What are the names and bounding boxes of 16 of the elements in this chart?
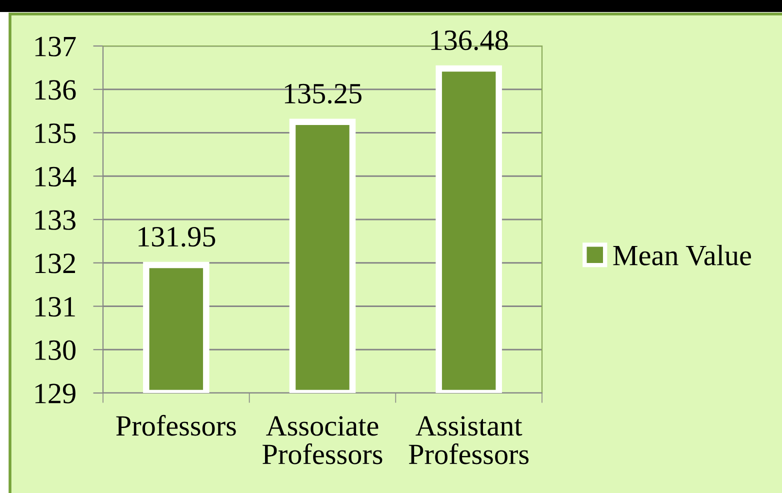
y-tick-label: 136	[35, 80, 76, 100]
y-tick-label: 132	[35, 254, 75, 274]
y-tick-label: 129	[35, 384, 76, 404]
y-tick-label: 131	[35, 297, 75, 317]
y-tick-label: 133	[35, 210, 76, 230]
y-tick-label: 134	[35, 166, 76, 187]
y-tick-label: 130	[35, 340, 76, 360]
y-tick-label: 137	[35, 36, 76, 56]
y-tick-label: 135	[35, 124, 76, 144]
legend-label: Mean Value	[613, 244, 751, 266]
data-label: 136.48	[431, 30, 508, 50]
x-tick-label: Assistant Professors	[408, 416, 529, 464]
x-tick-label: Professors	[116, 414, 236, 436]
data-label: 135.25	[284, 84, 362, 104]
data-label: 131.95	[138, 227, 216, 247]
x-tick-label: Associate Professors	[262, 416, 382, 464]
